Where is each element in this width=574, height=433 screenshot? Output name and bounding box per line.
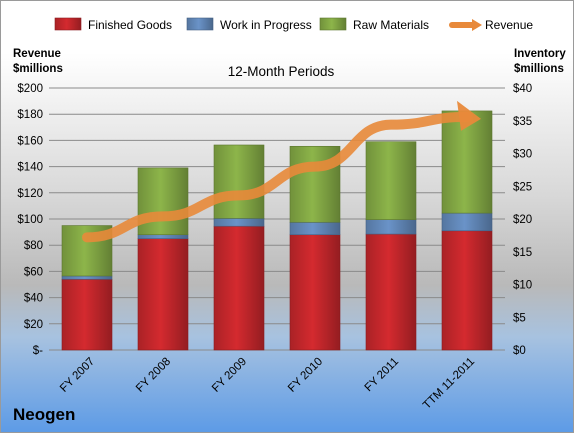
revenue-arrowhead: [457, 100, 481, 131]
legend-swatch-raw-materials: [319, 17, 347, 31]
left-axis-tick-label: $160: [17, 135, 43, 147]
left-axis-tick-label: $100: [17, 214, 43, 226]
bar-finished-goods: [61, 278, 113, 351]
left-axis-tick-label: $40: [24, 293, 43, 305]
right-axis-tick-label: $30: [513, 149, 532, 161]
right-axis-tick-label: $5: [513, 312, 526, 324]
legend-arrow-revenue: [472, 19, 482, 31]
bar-finished-goods: [289, 234, 341, 351]
right-axis-tick-label: $0: [513, 345, 526, 357]
legend-swatch-finished-goods: [54, 17, 82, 31]
plot-area: $- $20 $40 $60 $80 $100 $120 $140 $160 $180 $200 $0…: [17, 83, 532, 412]
x-axis-tick-label: TTM 11-2011: [421, 356, 477, 412]
bar-finished-goods: [137, 238, 189, 351]
x-axis-tick-label: FY 2011: [363, 356, 401, 394]
right-axis-title-line-2: $millions: [514, 63, 564, 75]
left-axis-title-line-1: Revenue: [13, 48, 61, 60]
right-axis-tick-label: $20: [513, 214, 532, 226]
right-axis-title-line-1: Inventory: [514, 48, 566, 60]
company-name: Neogen: [13, 405, 76, 424]
bar-work-in-progress: [61, 275, 113, 280]
legend-label-raw-materials: Raw Materials: [353, 18, 429, 32]
bar-raw-materials: [213, 144, 265, 219]
right-axis-tick-label: $35: [513, 116, 532, 128]
left-axis-tick-label: $60: [24, 266, 43, 278]
revenue-line: [82, 111, 472, 243]
bar-work-in-progress: [137, 234, 189, 239]
legend-label-finished-goods: Finished Goods: [88, 18, 172, 32]
bar-finished-goods: [213, 225, 265, 351]
bar-raw-materials: [441, 110, 493, 214]
bar-finished-goods: [365, 233, 417, 351]
right-axis-tick-label: $25: [513, 181, 532, 193]
right-axis-tick-label: $40: [513, 83, 532, 95]
left-axis-tick-label: $20: [24, 319, 43, 331]
right-axis-tick-label: $15: [513, 247, 532, 259]
left-axis-tick-label: $-: [33, 345, 43, 357]
legend-swatch-work-in-progress: [186, 17, 214, 31]
x-axis-tick-label: FY 2008: [134, 356, 173, 395]
left-axis-tick-label: $80: [24, 240, 43, 252]
chart-title: 12-Month Periods: [228, 64, 335, 79]
x-axis-tick-label: FY 2009: [210, 356, 249, 395]
left-axis-tick-label: $180: [17, 109, 43, 121]
x-axis-tick-label: FY 2010: [286, 356, 325, 395]
left-axis-tick-label: $140: [17, 162, 43, 174]
bar-work-in-progress: [441, 212, 493, 232]
bar-finished-goods: [441, 230, 493, 351]
bar-work-in-progress: [213, 218, 265, 227]
x-axis-tick-label: FY 2007: [58, 356, 97, 395]
right-axis-tick-label: $10: [513, 280, 532, 292]
left-axis-title-line-2: $millions: [13, 63, 63, 75]
bar-raw-materials: [137, 167, 189, 236]
left-axis-tick-label: $200: [17, 83, 43, 95]
bar-work-in-progress: [365, 219, 417, 235]
bar-work-in-progress: [289, 221, 341, 236]
bar-raw-materials: [365, 141, 417, 220]
axis-titles: Revenue $millions Inventory $millions: [13, 48, 566, 75]
legend-label-revenue: Revenue: [485, 18, 533, 32]
legend-label-work-in-progress: Work in Progress: [220, 18, 312, 32]
legend: Finished Goods Work in Progress Raw Materi…: [54, 17, 533, 32]
left-axis-tick-label: $120: [17, 188, 43, 200]
